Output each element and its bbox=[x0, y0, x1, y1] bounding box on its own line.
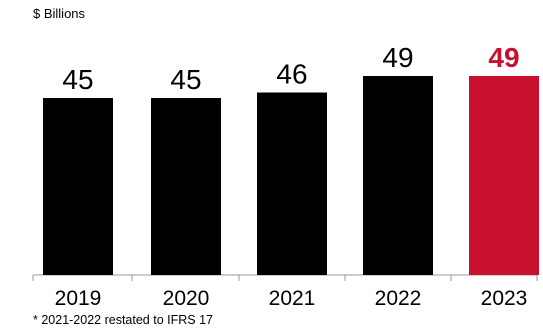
footnote: * 2021-2022 restated to IFRS 17 bbox=[33, 313, 213, 327]
data-label-2019: 45 bbox=[62, 64, 93, 95]
data-label-2020: 45 bbox=[170, 64, 201, 95]
unit-label: $ Billions bbox=[33, 6, 86, 21]
category-label-2019: 2019 bbox=[55, 287, 102, 310]
category-label-2020: 2020 bbox=[163, 287, 210, 310]
category-label-2022: 2022 bbox=[375, 287, 422, 310]
bar-2020 bbox=[151, 98, 221, 275]
bar-2021 bbox=[257, 92, 327, 275]
category-label-2023: 2023 bbox=[481, 287, 528, 310]
category-label-2021: 2021 bbox=[269, 287, 316, 310]
bar-2019 bbox=[43, 98, 113, 275]
bar-2023 bbox=[469, 76, 539, 275]
data-label-2023: 49 bbox=[488, 42, 519, 73]
data-label-2021: 46 bbox=[276, 59, 307, 90]
data-label-2022: 49 bbox=[382, 42, 413, 73]
bar-2022 bbox=[363, 76, 433, 275]
